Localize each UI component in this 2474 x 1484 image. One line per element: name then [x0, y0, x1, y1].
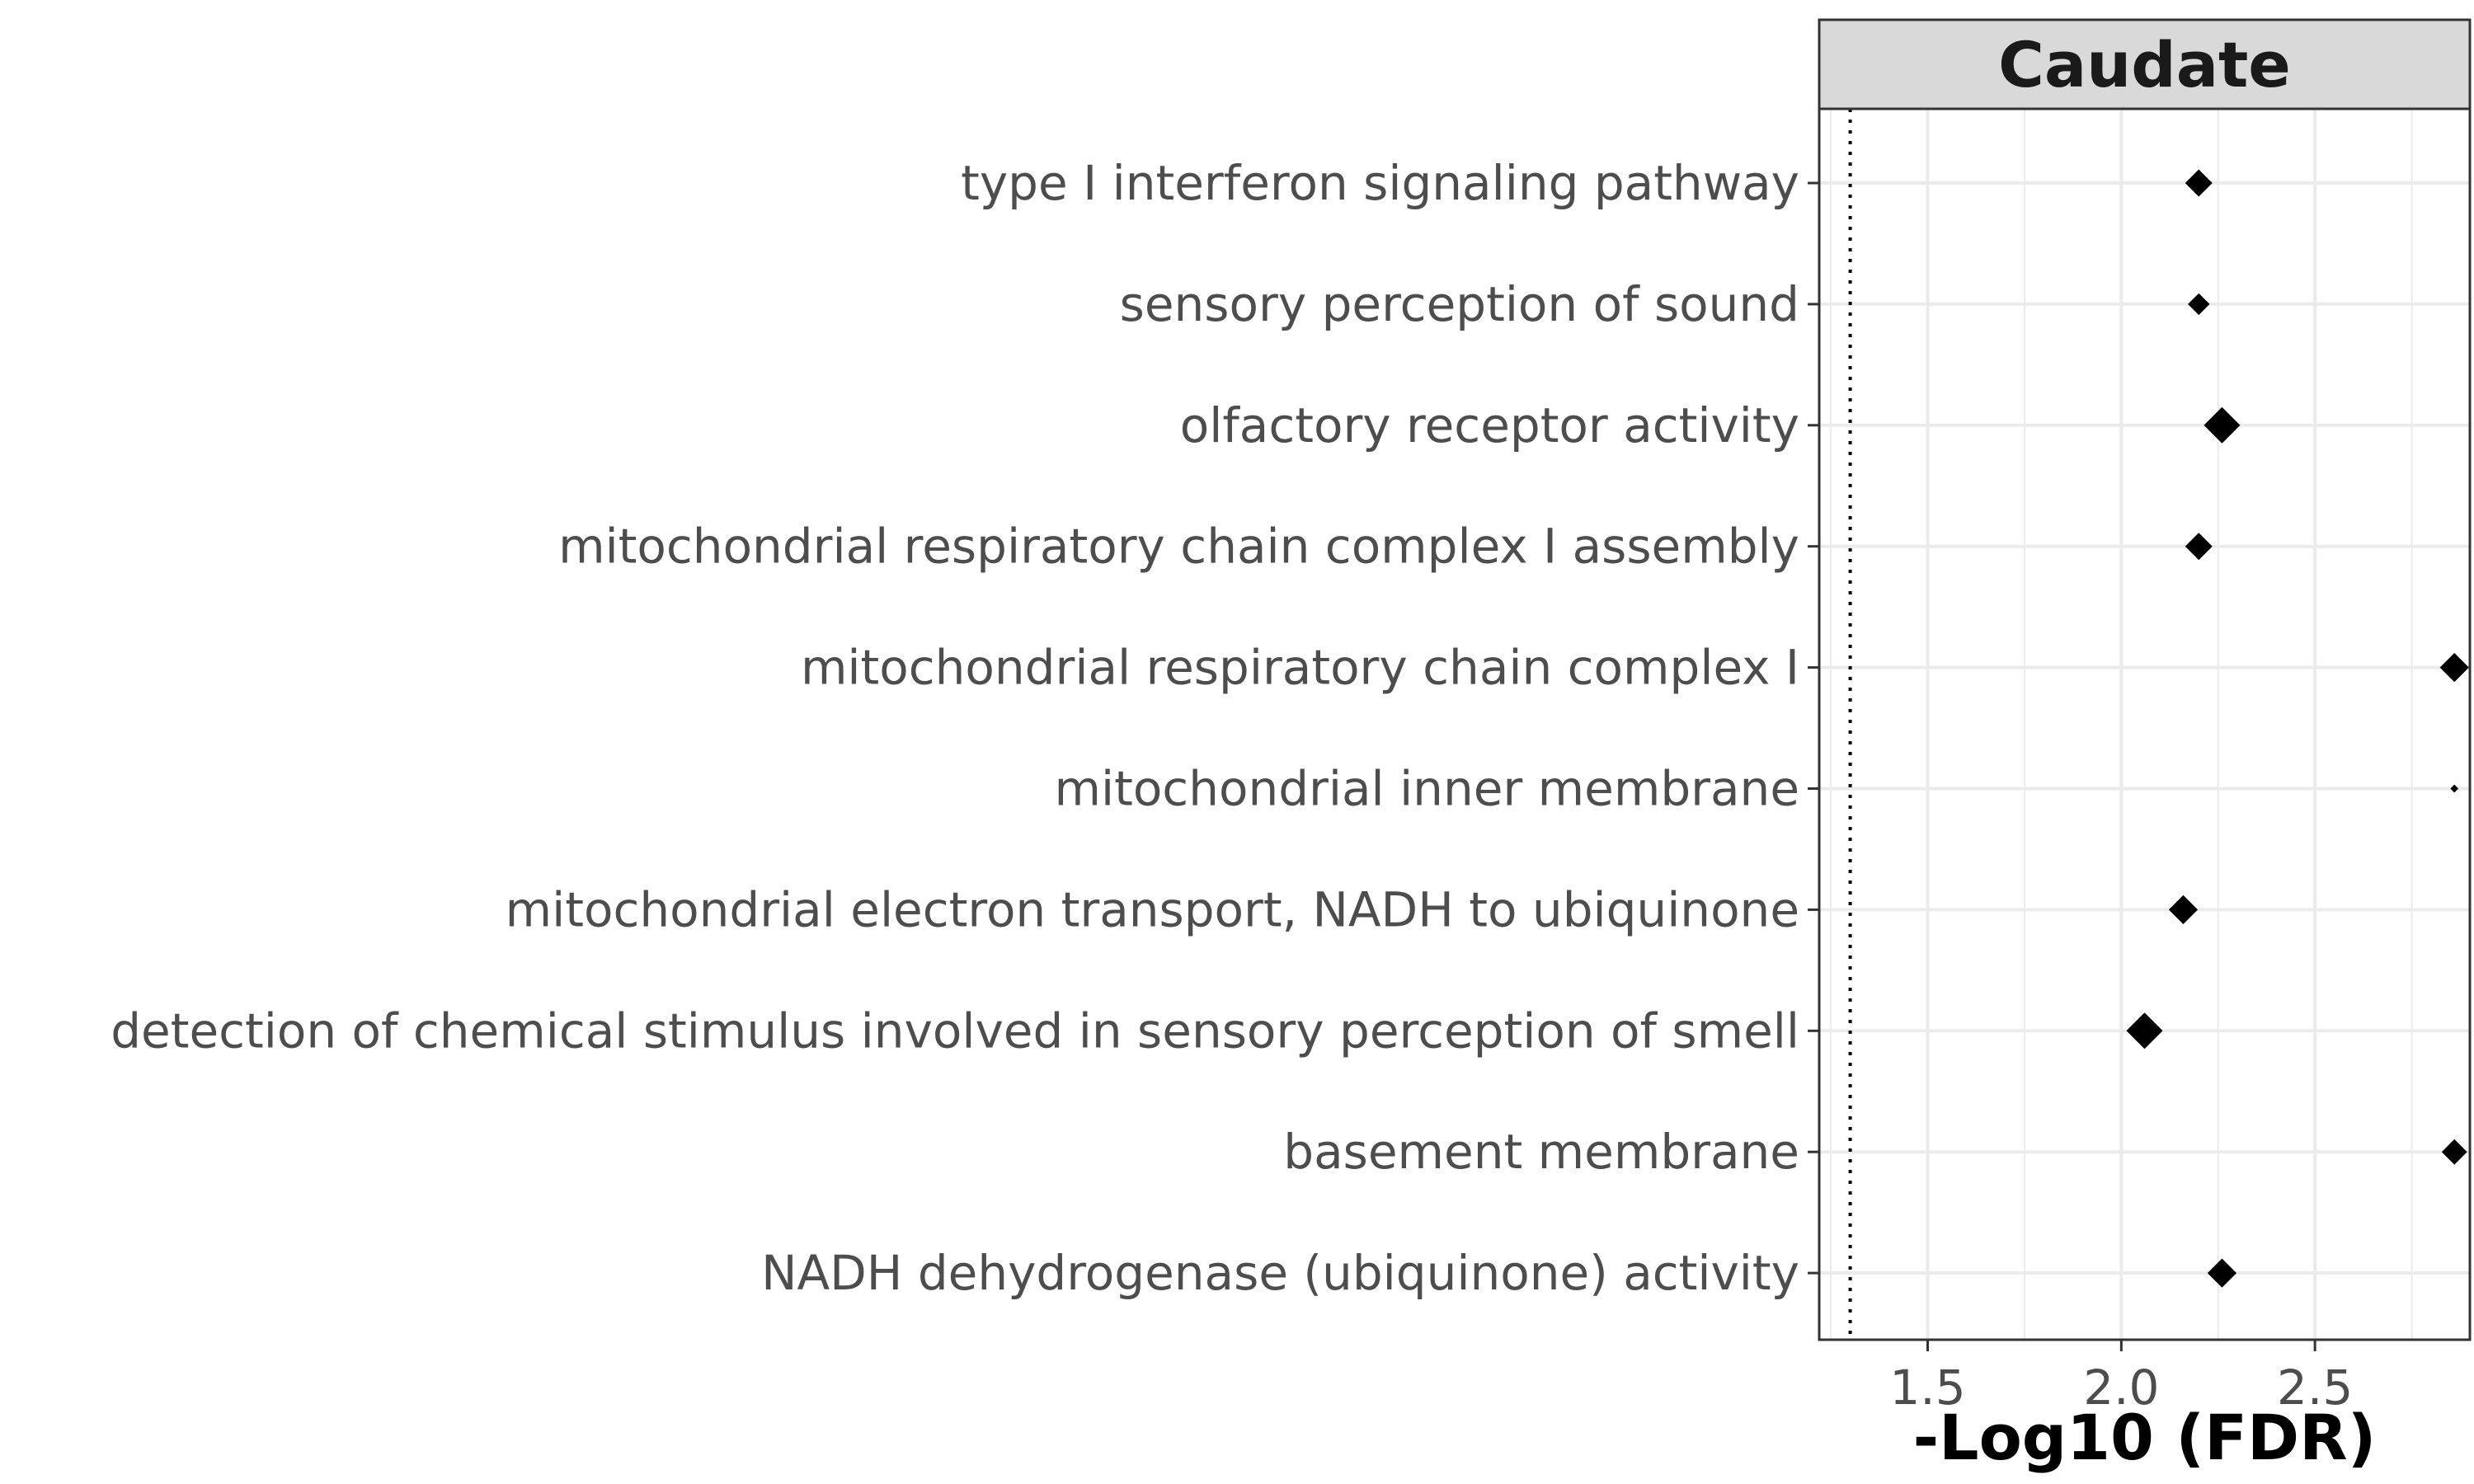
data-point	[2441, 1139, 2467, 1165]
category-label: olfactory receptor activity	[1180, 397, 1799, 453]
facet-title: Caudate	[1998, 28, 2291, 101]
data-point	[2168, 895, 2199, 924]
data-point	[2126, 1012, 2163, 1050]
x-tick-labels: 1.5 2.0 2.5	[1889, 1360, 2353, 1416]
data-point	[2185, 533, 2213, 561]
facet-strip	[1818, 18, 2472, 110]
x-axis-title: -Log10 (FDR)	[1913, 1401, 2377, 1474]
x-tick-label: 2.5	[2277, 1360, 2353, 1416]
category-label: mitochondrial inner membrane	[1054, 761, 1799, 817]
grid-lines	[1819, 109, 2470, 1340]
category-labels: type I interferon signaling pathway senso…	[111, 155, 1799, 1301]
x-tick-label: 2.0	[2083, 1360, 2159, 1416]
category-label: NADH dehydrogenase (ubiquinone) activity	[761, 1245, 1799, 1301]
data-point	[2207, 1258, 2237, 1288]
category-label: detection of chemical stimulus involved …	[111, 1003, 1799, 1059]
category-label: type I interferon signaling pathway	[961, 155, 1799, 211]
category-label: sensory perception of sound	[1120, 276, 1799, 332]
category-label: basement membrane	[1283, 1124, 1799, 1180]
data-point	[2450, 784, 2459, 793]
panel-border	[1818, 107, 2472, 1341]
data-point	[2204, 406, 2241, 444]
category-label: mitochondrial respiratory chain complex …	[558, 519, 1799, 575]
category-label: mitochondrial electron transport, NADH t…	[506, 881, 1799, 937]
x-tick-label: 1.5	[1889, 1360, 1965, 1416]
data-point	[2185, 169, 2213, 197]
axis-ticks	[1808, 181, 2316, 1351]
data-points	[2126, 169, 2469, 1288]
category-label: mitochondrial respiratory chain complex …	[801, 640, 1799, 696]
data-point	[2439, 653, 2469, 683]
data-point	[2188, 293, 2210, 316]
